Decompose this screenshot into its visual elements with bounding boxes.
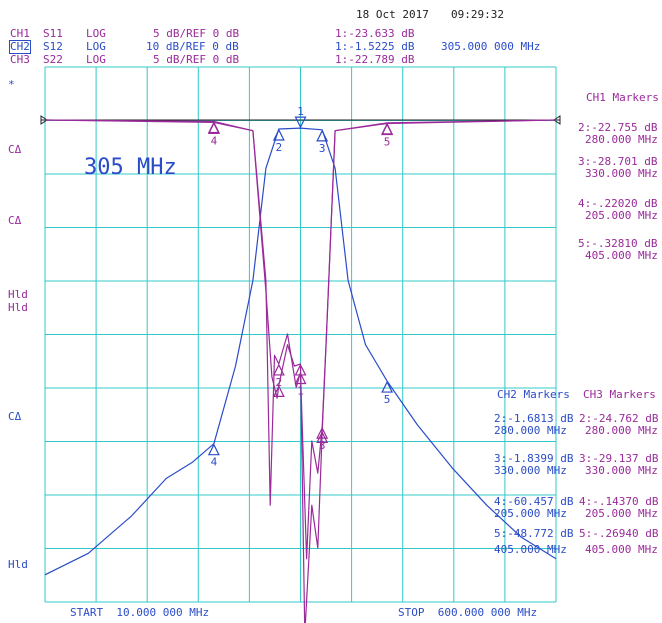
marker-label-1-s11: 1 [297, 385, 304, 398]
ch3-marker-3-value: 3:-29.137 dB [579, 452, 659, 465]
ch2-format: LOG [86, 40, 106, 53]
ch2-marker-3-freq: 330.000 MHz [494, 464, 567, 477]
marker-2-s11 [272, 363, 285, 376]
marker-3-s12 [316, 129, 329, 142]
ch3-marker-4-freq: 205.000 MHz [585, 507, 658, 520]
ch1-marker-5-freq: 405.000 MHz [585, 249, 658, 262]
marker-glyphs: 1 1 2 2 3 3 4 4 5 5 [207, 105, 394, 469]
ch3-marker-5-freq: 405.000 MHz [585, 543, 658, 556]
reference-arrow-left [40, 115, 48, 125]
marker-1-s12 [294, 116, 307, 129]
marker-label-5-s12: 5 [384, 393, 391, 406]
ch2-marker-5-freq: 405.000 MHz [494, 543, 567, 556]
date-text: 18 Oct 2017 [356, 8, 429, 21]
left-label-h2: Hld [8, 301, 28, 314]
ch3-marker-2-value: 2:-24.762 dB [579, 412, 659, 425]
left-label-c2: CΔ [8, 214, 22, 227]
ch1-scale: 5 dB/REF 0 dB [153, 27, 240, 40]
ch1-marker: 1:-23.633 dB [335, 27, 415, 40]
ch1-marker-2-value: 2:-22.755 dB [578, 121, 658, 134]
ch2-marker-3-value: 3:-1.8399 dB [494, 452, 574, 465]
left-label-c3: CΔ [8, 410, 22, 423]
marker-label-3-s11: 3 [319, 439, 326, 452]
ch3-format: LOG [86, 53, 106, 66]
ch2-marker-4-freq: 205.000 MHz [494, 507, 567, 520]
ch2-label[interactable]: CH2 [9, 40, 31, 54]
ch2-scale: 10 dB/REF 0 dB [146, 40, 239, 53]
marker-1-s11 [294, 372, 307, 385]
marker-4-s22 [207, 121, 220, 134]
ch3-marker-2-freq: 280.000 MHz [585, 424, 658, 437]
marker-2-s12 [272, 128, 285, 141]
left-label-h3: Hld [8, 558, 28, 571]
marker-label-4-s12: 4 [211, 456, 218, 469]
marker-2-s22 [272, 385, 285, 397]
ch2-markers-title: CH2 Markers [497, 388, 570, 401]
ch1-marker-5-value: 5:-.32810 dB [578, 237, 658, 250]
ch1-format: LOG [86, 27, 106, 40]
ch2-param: S12 [43, 40, 63, 53]
marker-label-2-s12: 2 [276, 141, 283, 154]
left-label-c1: CΔ [8, 143, 22, 156]
marker-5-s22 [381, 122, 394, 135]
ch3-marker-4-value: 4:-.14370 dB [579, 495, 659, 508]
left-label-h1: Hld [8, 288, 28, 301]
marker-5-s12 [381, 380, 394, 393]
reference-arrow-right [553, 115, 561, 125]
marker-label-1-s12: 1 [297, 105, 304, 118]
marker-3-s22 [316, 431, 329, 443]
marker-4-s12 [207, 443, 220, 456]
ch1-marker-3-freq: 330.000 MHz [585, 167, 658, 180]
marker-label-2-s11: 2 [276, 376, 283, 389]
ch3-label[interactable]: CH3 [10, 53, 30, 66]
ch1-markers-title: CH1 Markers [586, 91, 659, 104]
ch2-marker-4-value: 4:-60.457 dB [494, 495, 574, 508]
marker-frequency: 305.000 000 MHz [441, 40, 541, 53]
ch1-param: S11 [43, 27, 63, 40]
marker-1-s22 [294, 363, 307, 376]
ch2-marker-2-value: 2:-1.6813 dB [494, 412, 574, 425]
marker-label-4-s11: 4 [211, 134, 218, 147]
ch2-marker-5-value: 5:-48.772 dB [494, 527, 574, 540]
stop-frequency: STOP 600.000 000 MHz [398, 606, 538, 619]
trace-s22 [44, 119, 557, 623]
active-channel-star: * [8, 78, 15, 91]
marker-label-5-s11: 5 [384, 136, 391, 149]
ch3-markers-title: CH3 Markers [583, 388, 656, 401]
ch1-label[interactable]: CH1 [10, 27, 30, 40]
ch3-param: S22 [43, 53, 63, 66]
frequency-annotation: 305 MHz [84, 155, 177, 180]
ch1-marker-2-freq: 280.000 MHz [585, 133, 658, 146]
marker-label-3-s12: 3 [319, 142, 326, 155]
start-frequency: START 10.000 000 MHz [70, 606, 210, 619]
marker-3-s11 [316, 426, 329, 439]
ch3-marker-5-value: 5:-.26940 dB [579, 527, 659, 540]
time-text: 09:29:32 [451, 8, 504, 21]
ch1-marker-4-freq: 205.000 MHz [585, 209, 658, 222]
ch3-scale: 5 dB/REF 0 dB [153, 53, 240, 66]
ch2-marker: 1:-1.5225 dB [335, 40, 415, 53]
ch1-marker-3-value: 3:-28.701 dB [578, 155, 658, 168]
ch2-marker-2-freq: 280.000 MHz [494, 424, 567, 437]
ch3-marker: 1:-22.789 dB [335, 53, 415, 66]
ch3-marker-3-freq: 330.000 MHz [585, 464, 658, 477]
marker-5-s11 [381, 123, 394, 136]
graticule [44, 66, 557, 603]
ch1-marker-4-value: 4:-.22020 dB [578, 197, 658, 210]
